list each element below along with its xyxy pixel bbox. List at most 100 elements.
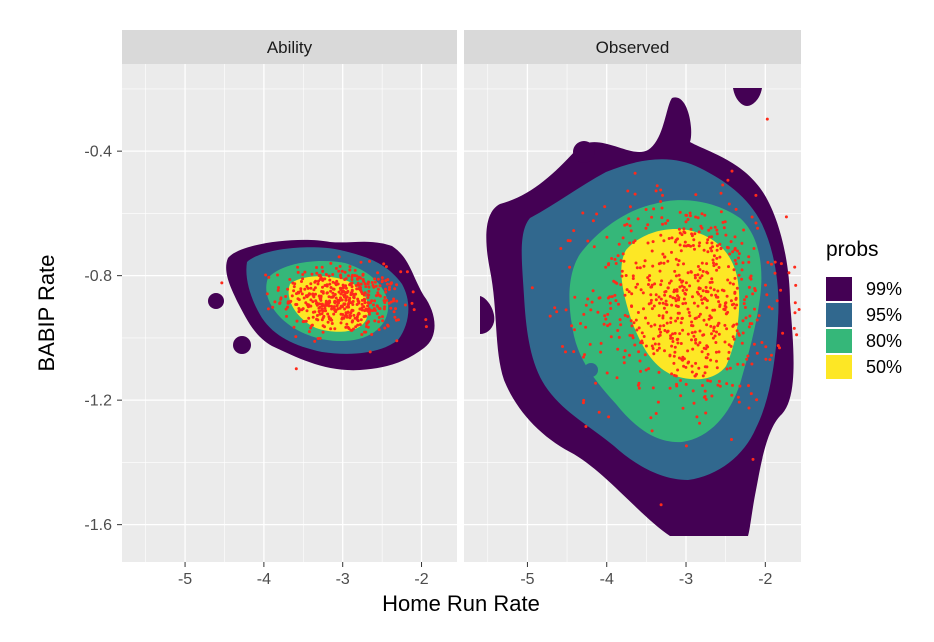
data-point: [663, 255, 666, 259]
data-point: [341, 283, 345, 287]
data-point: [693, 232, 697, 236]
data-point: [370, 281, 374, 284]
data-point: [307, 316, 311, 320]
data-point: [633, 192, 637, 196]
data-point: [705, 356, 709, 360]
data-point: [696, 279, 700, 283]
data-point: [750, 322, 754, 326]
data-point: [711, 336, 715, 340]
data-point: [267, 275, 271, 279]
data-point: [682, 285, 686, 289]
data-point: [703, 389, 707, 393]
data-point: [740, 268, 744, 272]
data-point: [775, 299, 779, 303]
data-point: [377, 306, 381, 310]
data-point: [742, 228, 746, 232]
data-point: [363, 282, 367, 286]
strip-label-observed: Observed: [596, 38, 670, 57]
data-point: [735, 286, 739, 290]
data-point: [604, 317, 608, 321]
data-point: [583, 353, 586, 357]
data-point: [588, 342, 592, 346]
data-point: [349, 293, 353, 297]
data-point: [749, 392, 753, 396]
data-point: [765, 117, 769, 121]
data-point: [371, 309, 375, 313]
points-observed: [530, 117, 801, 507]
data-point: [383, 305, 387, 309]
data-point: [686, 218, 690, 221]
data-point: [616, 254, 620, 258]
data-point: [628, 241, 632, 245]
data-point: [334, 296, 338, 300]
data-point: [347, 274, 350, 278]
data-point: [697, 244, 701, 248]
y-tick-label: -0.8: [84, 268, 112, 285]
data-point: [381, 315, 384, 319]
data-point: [373, 280, 377, 284]
data-point: [770, 307, 774, 311]
data-point: [711, 308, 715, 312]
data-point: [713, 334, 717, 338]
data-point: [297, 307, 301, 310]
data-point: [351, 273, 354, 277]
contour-50-observed: [621, 228, 740, 380]
data-point: [335, 279, 339, 283]
data-point: [302, 320, 306, 323]
data-point: [348, 265, 352, 269]
data-point: [309, 286, 313, 290]
data-point: [716, 289, 720, 293]
data-point: [787, 271, 791, 275]
data-point: [381, 319, 385, 323]
data-point: [392, 299, 395, 303]
data-point: [686, 307, 690, 311]
data-point: [695, 415, 699, 419]
data-point: [669, 321, 673, 324]
data-point: [383, 296, 387, 299]
data-point: [303, 287, 307, 291]
data-point: [697, 292, 701, 296]
data-point: [412, 308, 416, 312]
data-point: [690, 234, 694, 238]
data-point: [365, 322, 369, 326]
data-point: [378, 284, 382, 288]
data-point: [630, 305, 634, 308]
data-point: [315, 266, 318, 269]
data-point: [712, 288, 716, 292]
data-point: [726, 246, 730, 250]
data-point: [586, 239, 590, 243]
data-point: [659, 200, 663, 203]
data-point: [311, 292, 315, 296]
data-point: [316, 337, 320, 340]
data-point: [681, 302, 685, 306]
data-point: [734, 207, 738, 211]
data-point: [307, 330, 311, 334]
data-point: [344, 325, 348, 329]
data-point: [650, 249, 654, 253]
data-point: [736, 395, 740, 399]
legend-label: 99%: [866, 279, 902, 299]
data-point: [751, 292, 755, 296]
legend-label: 50%: [866, 357, 902, 377]
data-point: [712, 254, 716, 258]
data-point: [639, 288, 643, 292]
data-point: [684, 365, 688, 369]
data-point: [745, 357, 749, 361]
data-point: [596, 310, 600, 314]
data-point: [220, 281, 224, 285]
data-point: [375, 304, 379, 308]
data-point: [609, 307, 613, 310]
data-point: [378, 294, 382, 298]
data-point: [584, 325, 588, 329]
data-point: [680, 280, 684, 284]
data-point: [709, 226, 713, 230]
data-point: [658, 333, 662, 337]
data-point: [623, 293, 627, 297]
data-point: [661, 314, 665, 318]
data-point: [660, 206, 664, 210]
data-point: [309, 326, 313, 330]
data-point: [700, 298, 704, 302]
data-point: [300, 308, 304, 312]
data-point: [677, 356, 681, 360]
data-point: [659, 330, 663, 334]
